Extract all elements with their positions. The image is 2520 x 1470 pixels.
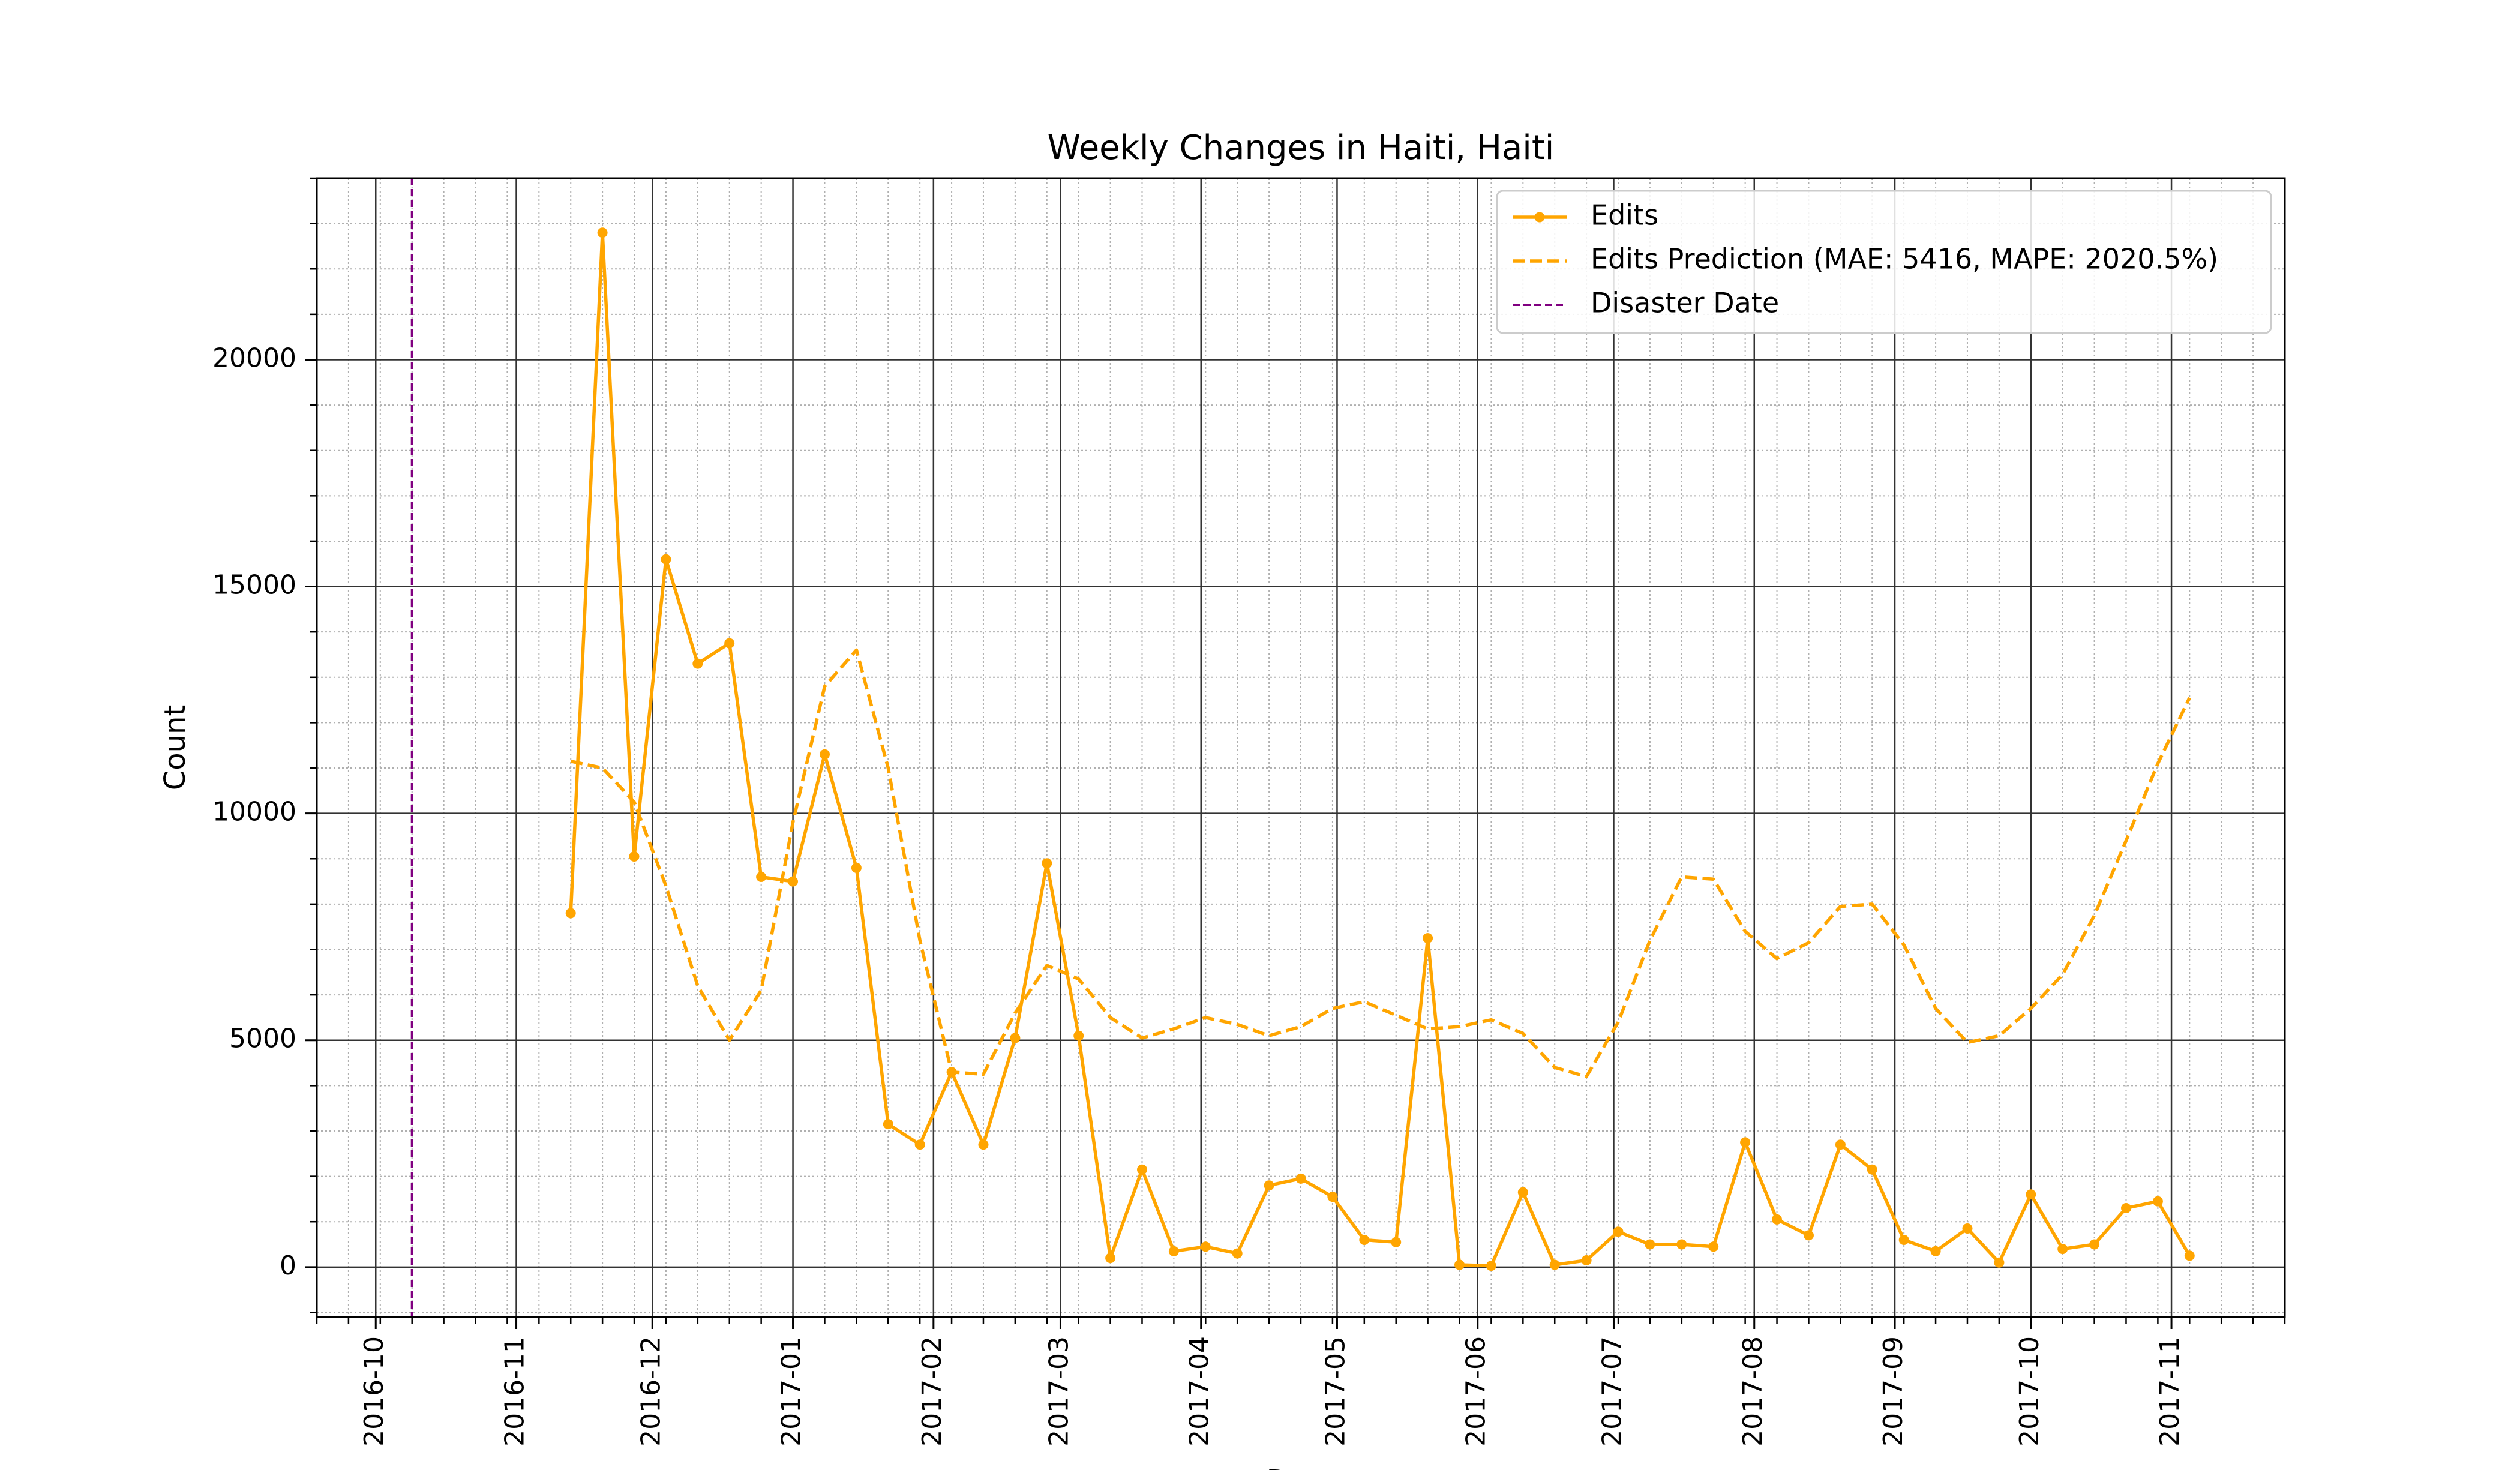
edits-point [1137, 1164, 1147, 1175]
edits-point [1898, 1235, 1909, 1245]
x-tick-label: 2016-11 [500, 1336, 530, 1447]
edits-point [851, 862, 862, 873]
edits-point [1391, 1237, 1402, 1247]
legend-box [1496, 190, 2272, 334]
x-tick-label: 2017-10 [2014, 1336, 2045, 1447]
edits-point [2152, 1196, 2163, 1207]
edits-point [724, 638, 735, 649]
y-tick-label: 20000 [212, 343, 296, 373]
edits-point [1676, 1239, 1687, 1250]
edits-point [1835, 1139, 1846, 1150]
edits-point [2057, 1244, 2068, 1255]
edits-point [629, 851, 640, 862]
edits-point [597, 227, 608, 238]
edits-point [1962, 1223, 1973, 1234]
y-axis-label: Count [158, 705, 192, 791]
edits-point [1549, 1259, 1560, 1270]
edits-point [565, 908, 576, 919]
x-tick-label: 2017-06 [1461, 1336, 1492, 1447]
legend-label: Edits [1591, 199, 1658, 232]
x-tick-label: 2017-01 [776, 1336, 807, 1447]
prediction-line [570, 648, 2191, 1078]
x-tick-label: 2016-10 [359, 1336, 389, 1447]
edits-point [1042, 858, 1052, 869]
edits-point [1327, 1192, 1338, 1202]
edits-point [1105, 1253, 1116, 1264]
legend-label: Edits Prediction (MAE: 5416, MAPE: 2020.… [1591, 243, 2218, 275]
edits-point [2026, 1189, 2036, 1200]
edits-point [1423, 933, 1433, 944]
y-tick-label: 5000 [229, 1024, 296, 1054]
x-tick-label: 2016-12 [635, 1336, 666, 1447]
major-grid [317, 178, 2285, 1317]
edits-point [1517, 1187, 1528, 1198]
x-axis-label: Date [1267, 1464, 1336, 1470]
x-tick-label: 2017-04 [1184, 1336, 1215, 1447]
x-tick-label: 2017-03 [1043, 1336, 1074, 1447]
edits-line [569, 230, 2191, 1268]
edits-point [788, 876, 798, 887]
x-tick-label: 2017-08 [1738, 1336, 1768, 1447]
edits-point [692, 658, 703, 669]
edits-point [1200, 1241, 1211, 1252]
series-layer [565, 227, 2195, 1271]
x-tick-label: 2017-05 [1320, 1336, 1351, 1447]
edits-point [661, 554, 671, 565]
edits-point [1740, 1137, 1751, 1148]
edits-point [1295, 1173, 1306, 1184]
edits-point [820, 749, 830, 760]
legend: Edits Edits Prediction (MAE: 5416, MAPE: … [1496, 190, 2272, 334]
edits-point [1010, 1033, 1021, 1043]
edits-point [978, 1139, 989, 1150]
x-tick-label: 2017-11 [2155, 1336, 2185, 1447]
edits-point [1804, 1230, 1814, 1241]
edits-point [883, 1119, 893, 1130]
edits-point [1232, 1248, 1243, 1259]
edits-point [1930, 1246, 1941, 1256]
edits-point [1073, 1030, 1084, 1041]
legend-label: Disaster Date [1591, 287, 1779, 319]
edits-point [2089, 1239, 2100, 1250]
edits-point [1454, 1259, 1465, 1270]
edits-point [1613, 1226, 1624, 1237]
edits-point [914, 1139, 925, 1150]
y-tick-label: 0 [280, 1250, 296, 1281]
edits-point [1168, 1246, 1179, 1256]
y-tick-label: 15000 [212, 570, 296, 601]
edits-point [1772, 1214, 1782, 1225]
edits-point [1867, 1164, 1877, 1175]
y-tick-label: 10000 [212, 797, 296, 827]
ticks-layer: 2016-10 2016-11 2016-12 2017-01 2017-02 2017-… [212, 177, 2286, 1447]
edits-point [756, 872, 767, 882]
edits-point [1359, 1235, 1370, 1245]
x-tick-label: 2017-07 [1597, 1336, 1627, 1447]
edits-point [1581, 1255, 1592, 1265]
edits-point [1708, 1241, 1719, 1252]
edits-point [1994, 1257, 2005, 1268]
edits-point [2121, 1203, 2131, 1213]
x-tick-label: 2017-02 [917, 1336, 947, 1447]
edits-point [1486, 1261, 1496, 1271]
x-tick-label: 2017-09 [1878, 1336, 1909, 1447]
edits-point [1264, 1180, 1274, 1191]
edits-point [2184, 1250, 2195, 1261]
legend-edits-marker [1534, 212, 1545, 223]
edits-point [1645, 1239, 1655, 1250]
chart-title: Weekly Changes in Haiti, Haiti [1048, 128, 1555, 167]
